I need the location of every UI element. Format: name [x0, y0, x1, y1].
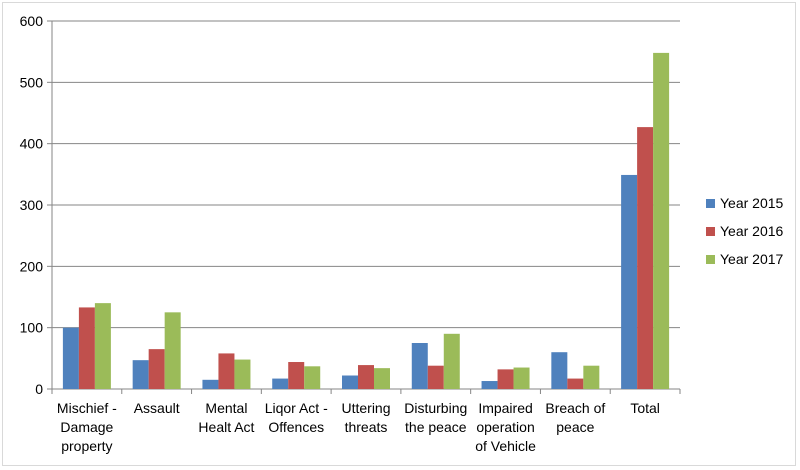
bar-year-2016	[218, 353, 235, 389]
y-tick-label: 600	[20, 13, 44, 29]
x-category-label: operation	[476, 419, 534, 435]
bar-year-2015	[62, 327, 79, 389]
bar-year-2015	[481, 381, 498, 389]
bar-year-2016	[567, 378, 584, 389]
bars	[62, 52, 670, 390]
bar-year-2017	[513, 367, 530, 389]
bar-year-2016	[148, 349, 165, 389]
bar-year-2015	[411, 343, 428, 389]
x-category-label: of Vehicle	[475, 438, 536, 454]
legend: Year 2015 Year 2016 Year 2017	[706, 195, 784, 267]
x-category-label: Assault	[134, 400, 180, 416]
x-category-label: Impaired	[478, 400, 532, 416]
x-category-label: peace	[556, 419, 594, 435]
x-category-label: Mental	[205, 400, 247, 416]
x-category-label: property	[61, 438, 112, 454]
bar-year-2017	[583, 365, 600, 389]
bar-year-2017	[304, 366, 321, 389]
x-category-label: Breach of	[545, 400, 605, 416]
bar-year-2015	[342, 375, 358, 389]
x-category-label: the peace	[405, 419, 467, 435]
legend-swatch	[706, 255, 715, 264]
bar-year-2017	[374, 368, 390, 389]
axis-labels: 0 100 200 300 400 500 600 Mischief - Damage prope…	[20, 13, 660, 454]
y-tick-label: 0	[35, 381, 43, 397]
bar-year-2016	[497, 369, 514, 389]
x-category-label: Mischief -	[57, 400, 117, 416]
x-category-label: Uttering	[341, 400, 390, 416]
x-category-label: Liqor Act -	[265, 400, 328, 416]
y-tick-label: 200	[20, 258, 44, 274]
x-category-label: Disturbing	[404, 400, 467, 416]
bar-year-2017	[94, 303, 111, 389]
bar-year-2015	[551, 352, 568, 389]
bar-year-2017	[164, 312, 181, 389]
y-tick-label: 500	[20, 74, 44, 90]
bar-year-2017	[653, 52, 670, 389]
legend-label: Year 2016	[720, 223, 784, 239]
legend-swatch	[706, 227, 715, 236]
x-category-label: Total	[630, 400, 660, 416]
bar-year-2017	[234, 359, 251, 389]
bar-year-2015	[202, 379, 219, 389]
bar-year-2015	[621, 174, 638, 389]
x-category-label: threats	[345, 419, 388, 435]
bar-year-2016	[427, 365, 444, 389]
chart-frame: 0 100 200 300 400 500 600 Mischief - Damage prope…	[2, 2, 796, 466]
x-category-label: Healt Act	[198, 419, 254, 435]
bar-year-2016	[288, 362, 305, 389]
bar-year-2016	[358, 365, 374, 389]
y-tick-label: 400	[20, 136, 44, 152]
bar-year-2015	[132, 360, 149, 389]
bar-year-2016	[78, 307, 95, 389]
bar-year-2017	[443, 333, 460, 389]
y-tick-label: 300	[20, 197, 44, 213]
x-category-label: Offences	[268, 419, 324, 435]
axes	[47, 20, 681, 394]
y-tick-label: 100	[20, 320, 44, 336]
legend-swatch	[706, 199, 715, 208]
legend-label: Year 2017	[720, 251, 784, 267]
bar-year-2016	[637, 127, 654, 390]
legend-label: Year 2015	[720, 195, 784, 211]
bar-chart: 0 100 200 300 400 500 600 Mischief - Damage prope…	[20, 13, 784, 454]
x-category-label: Damage	[60, 419, 113, 435]
gridlines	[52, 20, 680, 329]
bar-year-2015	[272, 378, 289, 389]
